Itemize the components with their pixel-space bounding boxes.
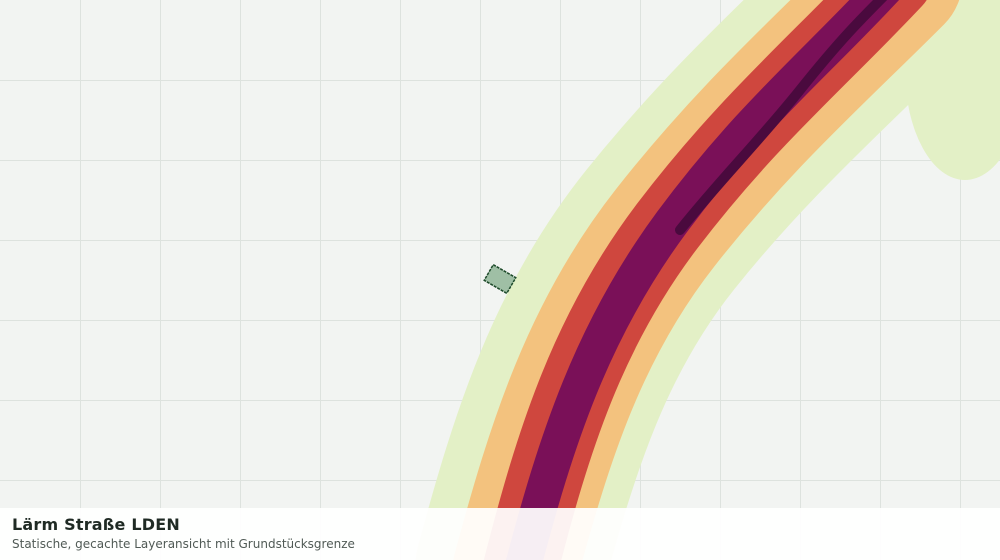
parcel-boundary xyxy=(483,263,517,295)
noise-zone-extreme xyxy=(675,0,888,235)
noise-zone-very-high xyxy=(506,0,900,560)
layer-title: Lärm Straße LDEN xyxy=(12,515,180,534)
noise-layer xyxy=(416,0,1000,560)
caption-panel: Lärm Straße LDEN Statische, gecachte Lay… xyxy=(0,508,1000,560)
layer-subtitle: Statische, gecachte Layeransicht mit Gru… xyxy=(12,537,355,551)
